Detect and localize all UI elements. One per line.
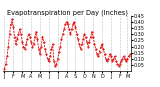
Title: Evapotranspiration per Day (Inches): Evapotranspiration per Day (Inches) <box>7 9 128 16</box>
